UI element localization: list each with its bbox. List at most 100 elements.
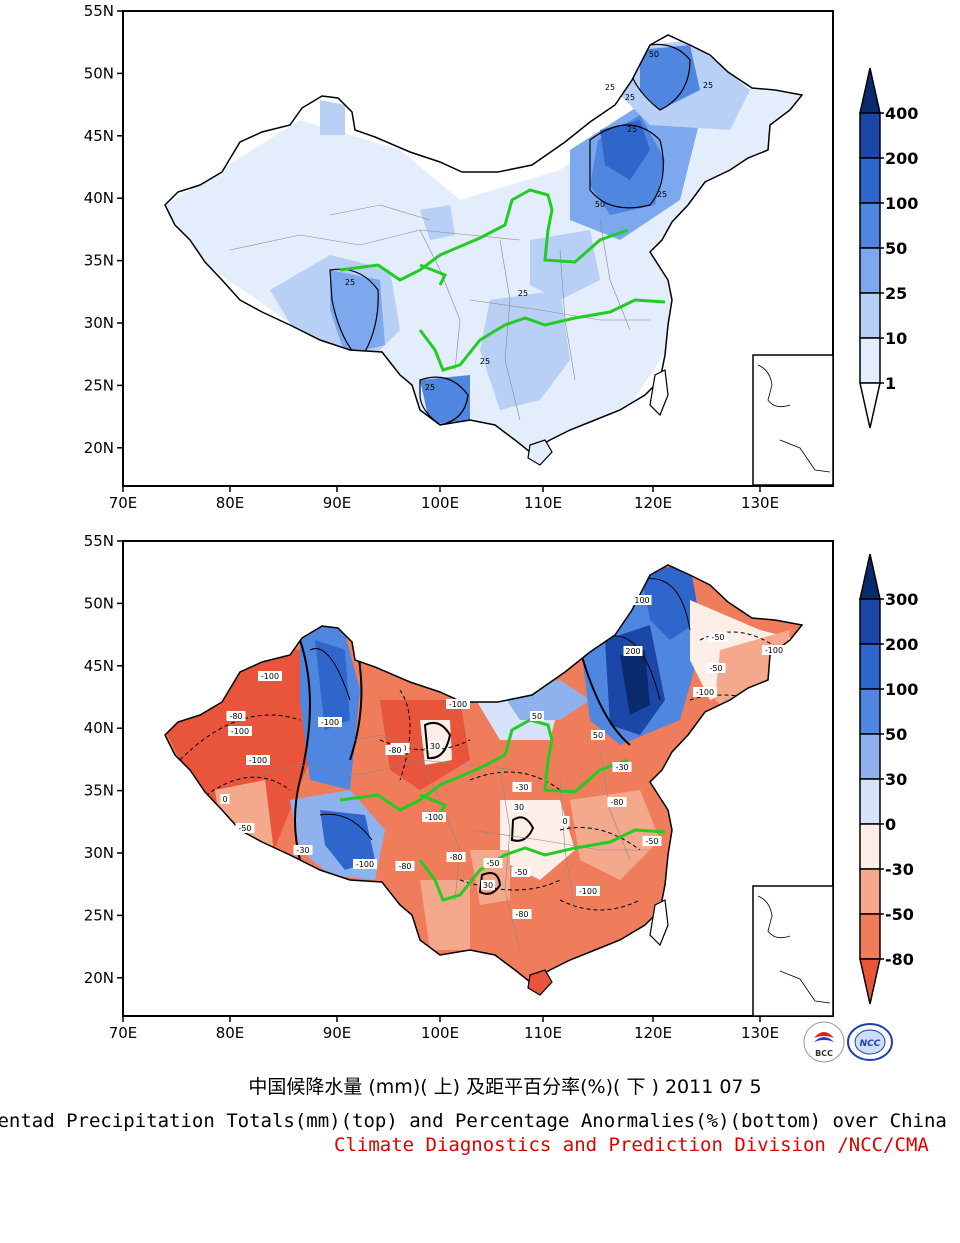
colorbar-segment [859,868,881,915]
lon-tick-label: 110E [524,494,562,512]
lon-tick-label: 70E [109,1024,138,1042]
contour-label: 100 [634,596,649,605]
top-map-panel: 50 25 25 50 25 25 25 25 25 25 25 70E 80E 90E 100E 110E… [84,2,919,512]
colorbar-segment [859,247,881,294]
contour-label: 25 [425,383,435,392]
contour-label-bg [318,717,342,727]
top-inset-map [752,354,834,486]
contour-label: 50 [532,712,542,721]
contour-label: 30 [430,742,440,751]
contour-label-bg [481,880,495,890]
contour-label: -30 [615,763,628,772]
contour-label-bg [235,823,255,833]
ncc-logo: NCC [846,1020,893,1064]
colorbar-label: 30 [885,770,907,789]
lon-tick-label: 120E [634,494,672,512]
contour-label: 0 [562,817,567,826]
bcc-logo-text: BCC [815,1049,833,1058]
contour-label-bg [483,858,503,868]
contour-label: -80 [515,910,528,919]
contour-label-bg [353,859,377,869]
contour-label-bg [706,663,726,673]
lat-tick-label: 20N [84,439,114,457]
contour-label-bg [576,886,600,896]
contour-label: 25 [625,93,635,102]
contour-label-bg [446,699,470,709]
lon-tick-label: 130E [741,1024,779,1042]
contour-label-bg [512,802,526,812]
contour-label: -100 [231,727,249,736]
lon-tick-label: 100E [421,494,459,512]
colorbar-label: 100 [885,680,918,699]
colorbar-label: 100 [885,194,918,213]
contour-label-bg [385,745,405,755]
lon-tick-label: 80E [216,1024,245,1042]
lat-tick-label: 50N [84,594,114,612]
contour-label-bg [612,762,632,772]
lon-tick-label: 110E [524,1024,562,1042]
top-axis-labels: 70E 80E 90E 100E 110E 120E 130E 55N 50N 45N 40N 35N… [84,2,779,512]
contour-label-bg [642,836,662,846]
contour-label-bg [258,671,282,681]
lat-tick-label: 35N [84,782,114,800]
lat-tick-label: 20N [84,969,114,987]
contour-label-bg [708,632,728,642]
colorbar-bottom-arrow [859,382,881,429]
contour-label: -100 [696,688,714,697]
contour-label-bg [395,861,415,871]
colorbar-label: 300 [885,590,918,609]
contour-label: -50 [645,837,658,846]
contour-label-bg [632,595,652,605]
contour-label: -80 [229,712,242,721]
lon-tick-label: 130E [741,494,779,512]
colorbar-label: 10 [885,329,907,348]
contour-label: -100 [449,700,467,709]
colorbar-segment [859,202,881,249]
colorbar-label: -80 [885,950,914,969]
contour-label: -100 [356,860,374,869]
colorbar-segment [859,778,881,825]
contour-label-bg [246,755,270,765]
contour-label: 50 [593,731,603,740]
contour-label: -50 [709,664,722,673]
contour-label-bg [693,687,717,697]
contour-label: -100 [765,646,783,655]
lat-tick-label: 40N [84,189,114,207]
lon-tick-label: 80E [216,494,245,512]
colorbar-label: 400 [885,104,918,123]
contour-label-bg [530,711,544,721]
colorbar-segment [859,643,881,690]
colorbar-label: 0 [885,815,896,834]
contour-label-bg [607,797,627,807]
contour-label-bg [512,909,532,919]
lat-tick-label: 35N [84,252,114,270]
contour-label-bg [220,794,230,804]
contour-label: 50 [595,200,605,209]
contour-label: -80 [388,746,401,755]
top-taiwan-island [649,369,669,417]
lat-tick-label: 30N [84,314,114,332]
colorbar-label: -50 [885,905,914,924]
lon-tick-label: 90E [323,1024,352,1042]
contour-label-bg [228,726,252,736]
lat-tick-label: 25N [84,376,114,394]
colorbar-label: 50 [885,725,907,744]
contour-label-bg [623,646,643,656]
contour-label: -100 [261,672,279,681]
lon-tick-label: 70E [109,494,138,512]
contour-label: 30 [483,881,493,890]
contour-label: 25 [480,357,490,366]
contour-label: 25 [657,190,667,199]
contour-label: 0 [222,795,227,804]
ncc-logo-text: NCC [860,1039,881,1049]
lat-tick-label: 40N [84,719,114,737]
colorbar-segment [859,733,881,780]
contour-label: 25 [518,289,528,298]
contour-label-bg [422,812,446,822]
colorbar-label: 200 [885,149,918,168]
bottom-hainan-island [527,969,553,996]
bottom-contour-labels: -100 -100 -100 -80 -50 -100 -80 30 -100 -100 -80 -5… [220,595,786,919]
colorbar-top-arrow [859,67,881,114]
contour-label: -100 [425,813,443,822]
